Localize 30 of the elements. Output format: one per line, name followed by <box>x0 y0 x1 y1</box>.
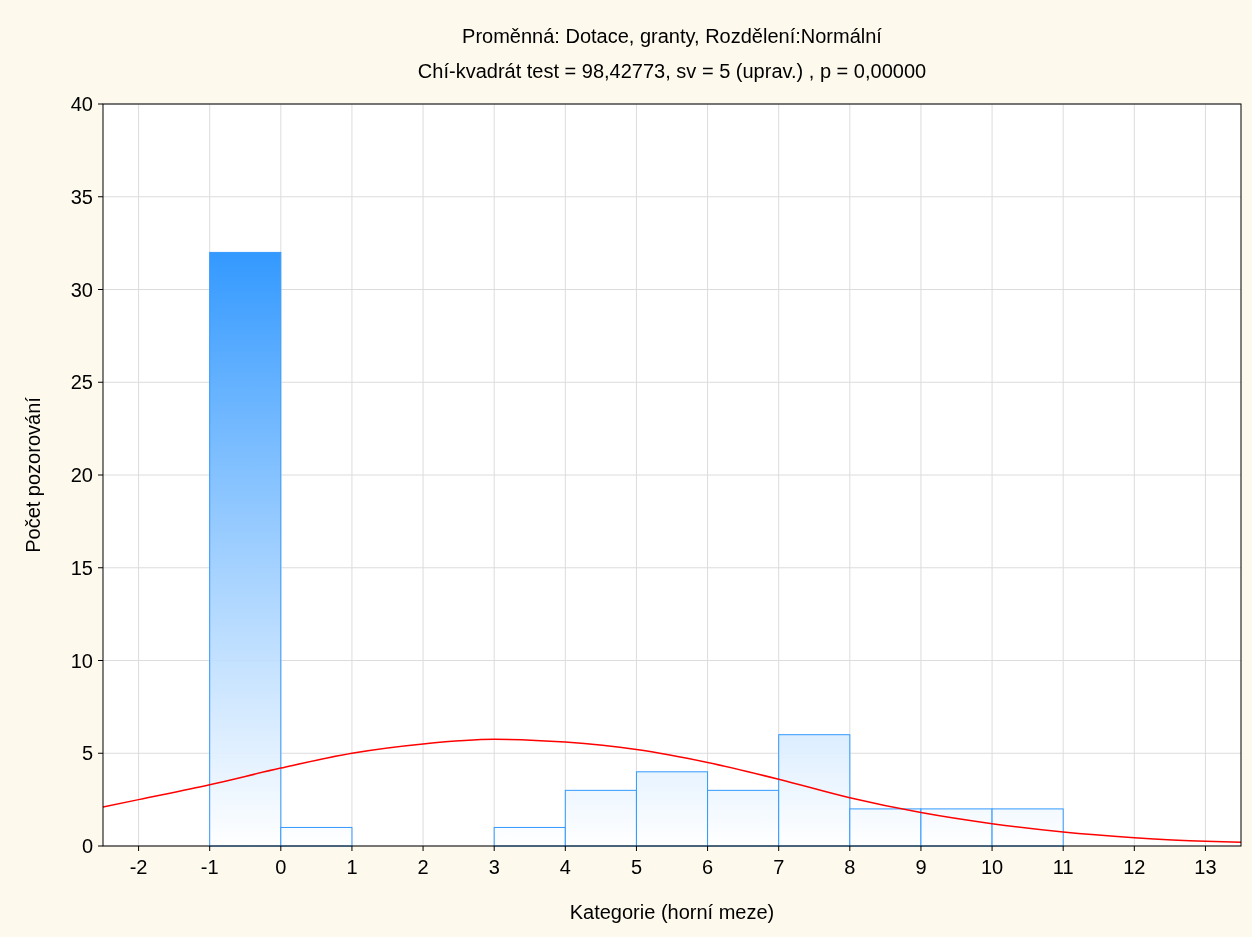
x-tick-label: 5 <box>630 856 642 878</box>
y-tick-label: 15 <box>70 556 93 579</box>
chart-title: Proměnná: Dotace, granty, Rozdělení:Normální <box>462 25 883 47</box>
x-tick-label: 13 <box>1194 856 1217 878</box>
x-tick-label: 11 <box>1052 856 1074 878</box>
y-tick-label: 5 <box>81 742 93 765</box>
x-tick-label: 12 <box>1123 856 1146 878</box>
y-tick-label: 35 <box>70 185 93 208</box>
y-tick-label: 30 <box>70 278 93 301</box>
x-tick-label: 0 <box>275 856 287 878</box>
y-tick-label: 20 <box>70 464 93 486</box>
x-tick-label: 4 <box>559 856 571 878</box>
x-tick-label: -2 <box>129 856 148 878</box>
line-series <box>102 738 1242 844</box>
y-tick-label: 25 <box>70 371 93 394</box>
x-tick-label: 8 <box>844 856 856 878</box>
x-axis-title: Kategorie (horní meze) <box>569 901 775 923</box>
x-tick-label: -1 <box>200 856 219 878</box>
x-tick-label: 10 <box>980 856 1004 878</box>
x-tick-label: 2 <box>417 856 429 878</box>
chart-subtitle: Chí-kvadrát test = 98,42773, sv = 5 (uprav.) , p = 0,00000 <box>417 60 927 82</box>
y-tick-label: 10 <box>70 649 93 672</box>
x-tick-label: 7 <box>773 856 785 878</box>
x-tick-label: 1 <box>346 856 358 878</box>
x-tick-label: 9 <box>915 856 927 878</box>
x-tick-label: 3 <box>488 856 500 878</box>
y-tick-label: 40 <box>70 93 93 115</box>
x-tick-label: 6 <box>702 856 714 878</box>
y-axis-title: Počet pozorování <box>22 396 44 553</box>
y-tick-label: 0 <box>81 835 93 857</box>
